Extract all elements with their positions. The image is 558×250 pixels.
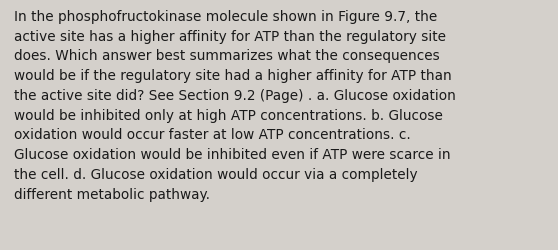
Text: In the phosphofructokinase molecule shown in Figure 9.7, the
active site has a h: In the phosphofructokinase molecule show… xyxy=(14,10,456,201)
